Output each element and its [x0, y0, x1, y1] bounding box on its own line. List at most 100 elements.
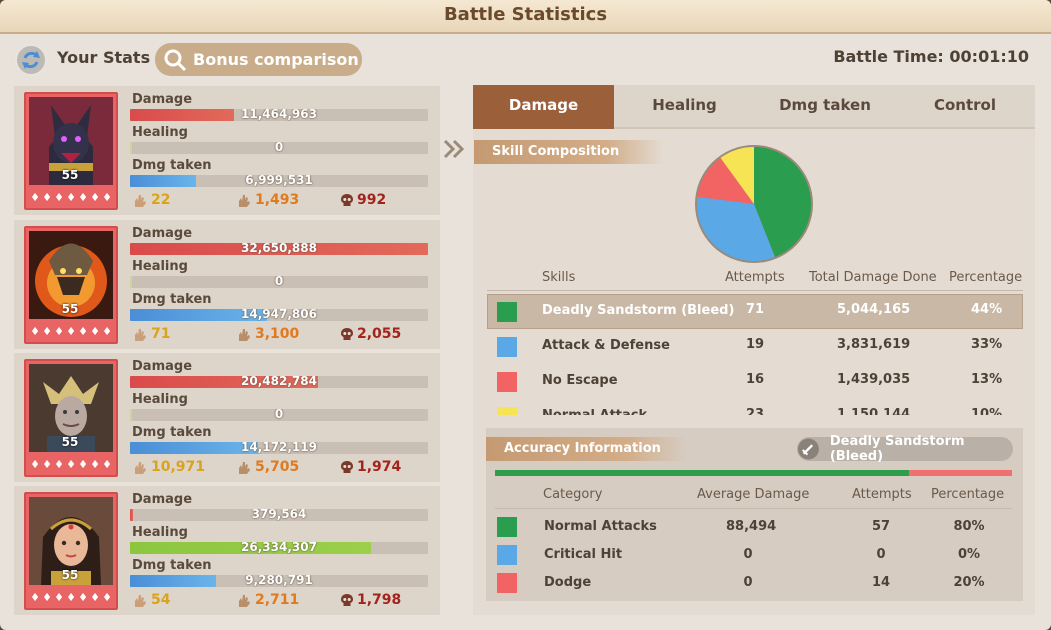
col-percentage: Percentage — [949, 270, 1023, 285]
stat-label-dmg-taken: Dmg taken — [132, 292, 212, 307]
counter-c-value: 2,055 — [357, 326, 402, 342]
hero-portrait[interactable]: 55 ♦ ♦ ♦ ♦ ♦ ♦ ♦ — [24, 492, 118, 610]
bonus-comparison-button[interactable]: Bonus comparison — [155, 43, 362, 76]
window-title: Battle Statistics — [443, 4, 608, 25]
stat-bar-fill — [130, 442, 259, 454]
col-skills: Skills — [542, 270, 576, 285]
counter-b: 3,100 — [236, 326, 299, 342]
counter-c-value: 992 — [357, 192, 387, 208]
hero-level: 55 — [61, 568, 79, 582]
counter-c-value: 1,798 — [357, 592, 402, 608]
col-average-damage: Average Damage — [697, 487, 810, 502]
skill-name[interactable]: Attack & Defense — [542, 338, 670, 353]
stat-label-healing: Healing — [132, 392, 188, 407]
star-icon: ♦ — [30, 591, 40, 604]
accuracy-category: Normal Attacks — [544, 519, 657, 534]
back-button[interactable] — [15, 44, 47, 76]
stat-bar-healing: 0 — [130, 142, 428, 154]
skill-total-damage: 1,439,035 — [837, 372, 911, 387]
counter-a: 22 — [132, 192, 170, 208]
hero-portrait[interactable]: 55 ♦ ♦ ♦ ♦ ♦ ♦ ♦ — [24, 359, 118, 477]
accuracy-attempts: 14 — [871, 575, 891, 590]
skull-icon — [341, 461, 353, 473]
hero-star-row: ♦ ♦ ♦ ♦ ♦ ♦ ♦ — [29, 190, 113, 206]
accuracy-avg-damage: 0 — [743, 575, 753, 590]
tab-bar: Damage Healing Dmg taken Control — [473, 85, 1035, 129]
stat-bar-dmg-taken: 14,172,119 — [130, 442, 428, 454]
tab-dmg-taken[interactable]: Dmg taken — [779, 96, 871, 114]
pie-slice-0 — [754, 147, 811, 257]
col-category: Category — [543, 487, 603, 502]
stat-label-healing: Healing — [132, 525, 188, 540]
stat-value: 14,172,119 — [241, 442, 317, 454]
stat-bar-fill — [130, 142, 133, 154]
stat-label-healing: Healing — [132, 125, 188, 140]
stat-value: 20,482,784 — [241, 376, 317, 388]
tab-control[interactable]: Control — [933, 96, 996, 114]
your-stats-label: Your Stats — [57, 48, 151, 67]
stat-bar-damage: 11,464,963 — [130, 109, 428, 121]
stat-label-dmg-taken: Dmg taken — [132, 158, 212, 173]
skull-icon — [341, 328, 353, 340]
star-icon: ♦ — [66, 591, 76, 604]
tab-healing[interactable]: Healing — [652, 96, 717, 114]
stat-label-damage: Damage — [132, 226, 193, 241]
hero-art — [29, 364, 113, 452]
counter-c: 992 — [340, 192, 386, 208]
pie-slice-3 — [720, 147, 754, 204]
skill-name[interactable]: Normal Attack — [542, 408, 647, 415]
divider — [487, 290, 1023, 291]
stat-label-damage: Damage — [132, 492, 193, 507]
star-icon: ♦ — [102, 191, 112, 204]
counter-b: 2,711 — [236, 592, 299, 608]
accuracy-percentage: 20% — [953, 575, 985, 590]
accuracy-heading: Accuracy Information — [486, 437, 686, 461]
stat-value: 32,650,888 — [241, 243, 317, 255]
skill-total-damage: 1,150,144 — [837, 407, 911, 415]
selected-skill-badge[interactable]: Deadly Sandstorm (Bleed) — [797, 434, 1013, 464]
counter-c: 2,055 — [340, 326, 401, 342]
tab-damage[interactable]: Damage — [473, 85, 614, 129]
accuracy-color-swatch — [497, 517, 517, 537]
skill-percentage: 44% — [971, 302, 1003, 317]
accuracy-category: Critical Hit — [544, 547, 623, 562]
accuracy-color-swatch — [497, 545, 517, 565]
selected-skill-label: Deadly Sandstorm (Bleed) — [829, 434, 965, 464]
counter-b-value: 2,711 — [255, 592, 300, 608]
skill-table-body: Deadly Sandstorm (Bleed) 71 5,044,165 44% At… — [497, 302, 1003, 415]
stat-value: 11,464,963 — [241, 109, 317, 121]
accuracy-avg-damage: 88,494 — [726, 519, 777, 534]
hero-art — [29, 497, 113, 585]
stat-bar-dmg-taken: 6,999,531 — [130, 175, 428, 187]
counter-a: 54 — [132, 592, 170, 608]
hero-counters: 54 2,711 1,798 — [132, 592, 432, 610]
counter-b: 5,705 — [236, 459, 299, 475]
hero-counters: 22 1,493 992 — [132, 192, 432, 210]
hero-card[interactable]: 55 ♦ ♦ ♦ ♦ ♦ ♦ ♦ Damage 20,482,784 Healing 0 Dmg tak… — [14, 353, 440, 482]
star-icon: ♦ — [78, 191, 88, 204]
hero-card[interactable]: 55 ♦ ♦ ♦ ♦ ♦ ♦ ♦ Damage 379,564 Healing 26,334,307 D… — [14, 486, 440, 615]
hero-card[interactable]: 55 ♦ ♦ ♦ ♦ ♦ ♦ ♦ Damage 32,650,888 Healing 0 Dmg tak… — [14, 220, 440, 349]
star-icon: ♦ — [90, 591, 100, 604]
hero-card[interactable]: 55 ♦ ♦ ♦ ♦ ♦ ♦ ♦ Damage 11,464,963 Healing 0 Dmg tak… — [14, 86, 440, 215]
divider — [495, 508, 1012, 509]
skill-percentage: 33% — [971, 337, 1003, 352]
skill-name[interactable]: No Escape — [542, 373, 618, 388]
skill-composition-pie-chart — [695, 145, 813, 263]
hero-portrait[interactable]: 55 ♦ ♦ ♦ ♦ ♦ ♦ ♦ — [24, 92, 118, 210]
accuracy-attempts: 57 — [871, 519, 891, 534]
skill-total-damage: 5,044,165 — [837, 302, 911, 317]
star-icon: ♦ — [42, 458, 52, 471]
skill-name[interactable]: Deadly Sandstorm (Bleed) — [542, 303, 735, 318]
hero-portrait[interactable]: 55 ♦ ♦ ♦ ♦ ♦ ♦ ♦ — [24, 226, 118, 344]
accuracy-ratio-bar — [495, 470, 1012, 476]
refresh-arrow-icon — [22, 51, 40, 69]
double-chevron-right-icon — [443, 139, 465, 159]
counter-a-value: 71 — [151, 326, 171, 342]
stat-bar-fill — [130, 109, 235, 121]
counter-c: 1,798 — [340, 592, 401, 608]
stat-bar-fill — [130, 309, 268, 321]
stat-bar-fill — [130, 509, 133, 521]
pie-slice-1 — [697, 196, 775, 261]
